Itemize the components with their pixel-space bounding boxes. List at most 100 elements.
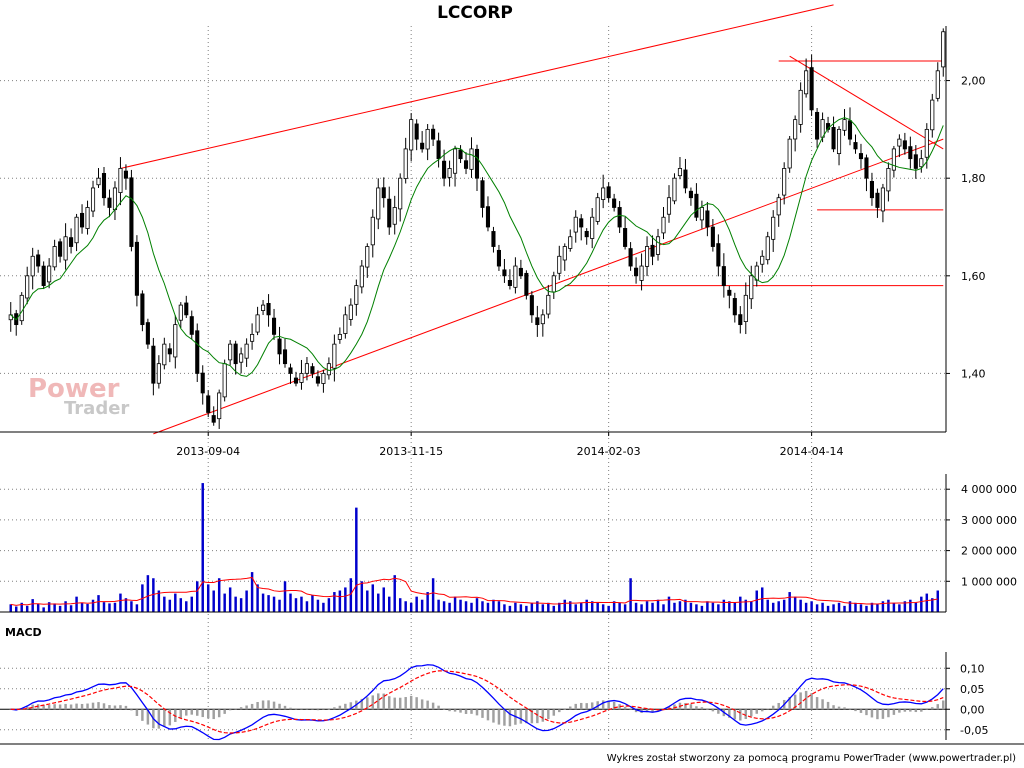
volume-bar bbox=[108, 603, 111, 612]
volume-bar bbox=[722, 599, 726, 612]
chart-axes: 2013-09-04 2013-11-15 2014-02-03 2014-04-14… bbox=[0, 26, 1024, 745]
candle-body bbox=[732, 298, 737, 316]
macd-signal-line bbox=[10, 670, 944, 734]
macd-histogram-bar bbox=[810, 693, 813, 710]
volume-bar bbox=[607, 605, 610, 612]
macd-histogram-bar bbox=[305, 709, 309, 710]
macd-histogram-bar bbox=[596, 701, 599, 710]
macd-histogram-bar bbox=[541, 709, 545, 722]
volume-bar bbox=[20, 602, 23, 612]
volume-bar bbox=[870, 602, 874, 612]
candle-body bbox=[447, 168, 452, 178]
macd-histogram-bar bbox=[536, 709, 539, 724]
volume-bar bbox=[163, 596, 166, 612]
macd-histogram-bar bbox=[459, 709, 462, 713]
candle-body bbox=[315, 376, 320, 384]
volume-bar bbox=[706, 601, 709, 612]
candle-body bbox=[677, 168, 683, 177]
candle-body bbox=[606, 186, 611, 199]
macd-histogram-bar bbox=[80, 703, 84, 710]
candle-body bbox=[908, 146, 913, 160]
volume-bar bbox=[223, 593, 226, 612]
candle-body bbox=[705, 210, 710, 228]
macd-histogram-bar bbox=[771, 705, 775, 710]
candle-body bbox=[601, 187, 606, 200]
volume-bar bbox=[832, 604, 835, 612]
candle-body bbox=[118, 168, 123, 193]
volume-bar bbox=[689, 602, 693, 612]
volume-bar bbox=[25, 605, 29, 612]
macd-histogram-bar bbox=[788, 696, 791, 710]
candle-body bbox=[650, 244, 655, 257]
macd-histogram-bar bbox=[228, 709, 232, 711]
candle-body bbox=[343, 314, 348, 334]
volume-bar bbox=[344, 587, 347, 612]
volume-bar bbox=[322, 602, 325, 612]
candle-body bbox=[250, 333, 255, 342]
candle-body bbox=[941, 31, 946, 68]
macd-histogram-bar bbox=[201, 709, 204, 718]
volume-bar bbox=[569, 601, 572, 612]
macd-histogram-bar bbox=[601, 700, 605, 710]
volume-bar bbox=[174, 593, 177, 612]
candle-body bbox=[19, 294, 24, 322]
volume-bar bbox=[431, 578, 435, 612]
price-tick-label: 1,40 bbox=[961, 367, 986, 380]
volume-bar bbox=[547, 602, 550, 612]
macd-histogram-bar bbox=[234, 708, 237, 710]
volume-bar bbox=[612, 601, 616, 612]
candle-body bbox=[716, 243, 721, 267]
candle-body bbox=[765, 236, 770, 261]
candle-body bbox=[233, 343, 238, 365]
x-tick-label: 2014-02-03 bbox=[577, 445, 641, 458]
volume-bar bbox=[404, 601, 407, 612]
price-tick-label: 1,60 bbox=[961, 270, 986, 283]
volume-bar bbox=[717, 604, 720, 612]
candle-body bbox=[277, 338, 282, 355]
macd-histogram-bar bbox=[333, 707, 336, 710]
volume-bar bbox=[256, 584, 259, 612]
volume-tick-label: 3 000 000 bbox=[961, 514, 1017, 527]
macd-histogram-bar bbox=[393, 697, 396, 710]
volume-bar bbox=[711, 602, 715, 612]
x-tick-label: 2013-11-15 bbox=[379, 445, 443, 458]
volume-bar bbox=[541, 604, 545, 612]
volume-bar bbox=[102, 602, 106, 612]
volume-bar bbox=[640, 604, 643, 612]
macd-histogram-bar bbox=[547, 709, 550, 720]
volume-bar bbox=[212, 590, 215, 612]
volume-bar bbox=[464, 601, 468, 612]
candle-body bbox=[420, 142, 425, 150]
candle-body bbox=[891, 148, 896, 171]
candle-body bbox=[760, 255, 765, 265]
macd-histogram-bar bbox=[618, 704, 621, 710]
macd-histogram-bar bbox=[766, 708, 769, 710]
price-tick-label: 2,00 bbox=[961, 75, 986, 88]
candle-body bbox=[683, 169, 688, 189]
candle-body bbox=[634, 267, 639, 277]
volume-bar bbox=[700, 605, 704, 612]
volume-bar bbox=[503, 604, 506, 612]
candle-body bbox=[875, 192, 880, 208]
candle-body bbox=[288, 367, 293, 374]
macd-histogram-bar bbox=[492, 709, 495, 723]
macd-histogram-bar bbox=[552, 709, 556, 716]
volume-bar bbox=[525, 605, 528, 612]
moving-average-line bbox=[10, 117, 944, 377]
macd-histogram-bar bbox=[470, 709, 473, 714]
macd-histogram-bar bbox=[481, 709, 484, 718]
volume-bar bbox=[53, 603, 56, 612]
macd-histogram-bar bbox=[909, 709, 912, 712]
candle-body bbox=[123, 170, 128, 179]
volume-bar bbox=[673, 602, 676, 612]
macd-histogram-bar bbox=[196, 709, 199, 716]
volume-bar bbox=[124, 598, 128, 612]
chart-title: LCCORP bbox=[437, 3, 513, 23]
volume-bar bbox=[931, 598, 934, 612]
candle-body bbox=[595, 197, 600, 222]
macd-histogram-bar bbox=[815, 697, 819, 710]
candle-body bbox=[776, 197, 781, 216]
macd-histogram-bar bbox=[508, 709, 512, 727]
macd-histogram-bar bbox=[431, 702, 435, 710]
volume-tick-label: 4 000 000 bbox=[961, 483, 1017, 496]
